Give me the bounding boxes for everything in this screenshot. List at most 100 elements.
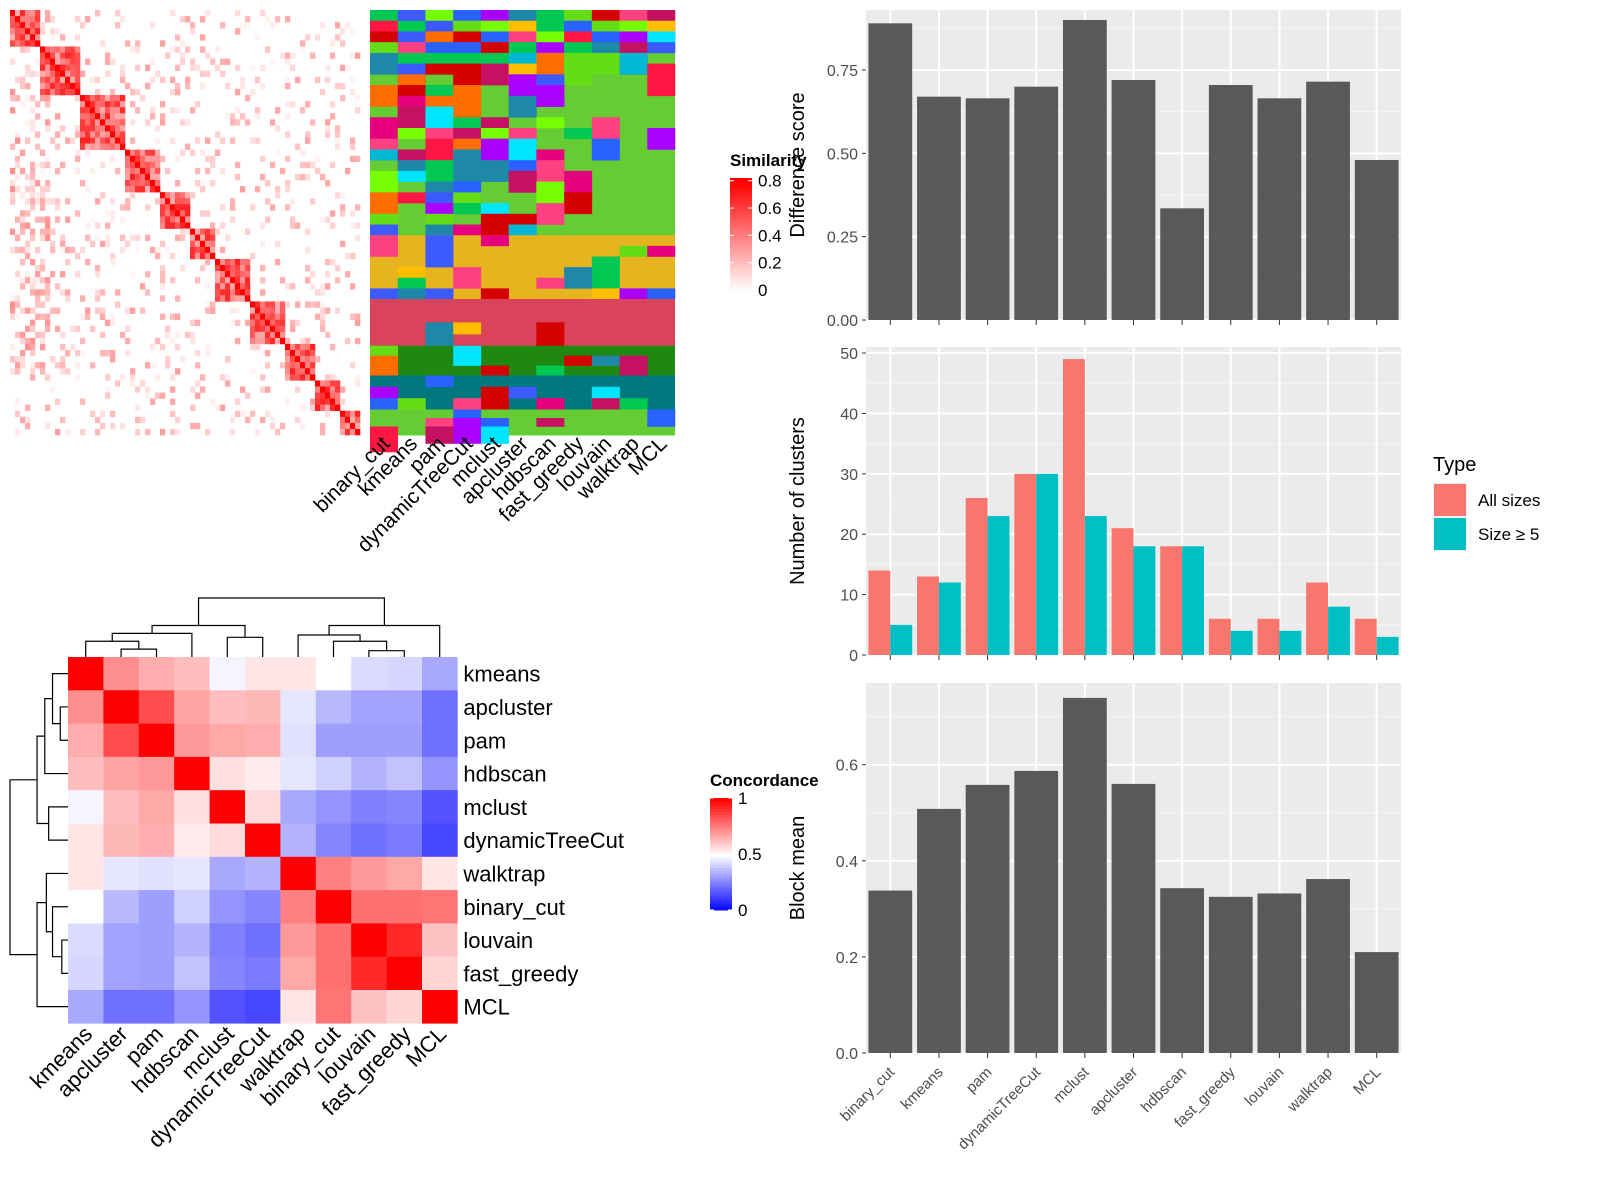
similarity-cell: [25, 416, 31, 424]
similarity-cell: [320, 422, 326, 430]
similarity-cell: [280, 167, 286, 175]
similarity-cell: [290, 374, 296, 381]
similarity-cell: [70, 58, 76, 65]
similarity-cell: [330, 101, 336, 108]
assignment-cell: [453, 192, 482, 204]
similarity-legend-step: [730, 228, 752, 232]
similarity-cell: [120, 234, 126, 242]
similarity-cell: [20, 10, 26, 17]
similarity-cell: [185, 82, 191, 90]
concordance-cell-apcluster-pam: [138, 690, 175, 724]
similarity-cell: [135, 46, 141, 53]
y-tick-label: 10: [840, 588, 858, 605]
similarity-cell: [85, 119, 91, 126]
similarity-cell: [190, 331, 196, 339]
row-dendrogram-branch: [59, 706, 68, 741]
concordance-legend-step: [710, 851, 732, 855]
bar-walktrap: [1306, 81, 1350, 320]
similarity-cell: [190, 319, 196, 327]
similarity-cell: [135, 234, 141, 242]
similarity-cell: [350, 313, 356, 320]
similarity-cell: [75, 88, 81, 96]
similarity-cell: [30, 228, 36, 235]
similarity-cell: [80, 143, 86, 150]
similarity-legend-step: [730, 273, 752, 277]
similarity-cell: [325, 119, 331, 126]
concordance-legend-step: [710, 803, 732, 807]
concordance-cell-walktrap-fast_greedy: [386, 856, 423, 891]
similarity-cell: [50, 58, 56, 65]
similarity-cell: [225, 356, 231, 363]
similarity-cell: [195, 422, 201, 430]
concordance-cell-louvain-walktrap: [280, 923, 317, 957]
similarity-cell: [160, 210, 166, 217]
similarity-cell: [45, 58, 51, 65]
similarity-cell: [340, 95, 346, 102]
concordance-legend-step: [710, 809, 732, 813]
similarity-cell: [50, 70, 56, 78]
similarity-cell: [160, 40, 166, 47]
similarity-cell: [205, 428, 211, 436]
similarity-legend-step: [730, 211, 752, 215]
similarity-cell: [230, 271, 236, 278]
similarity-cell: [240, 258, 246, 266]
similarity-cell: [195, 64, 201, 72]
similarity-cell: [125, 325, 131, 333]
similarity-cell: [150, 58, 156, 65]
concordance-cell-hdbscan-walktrap: [280, 756, 317, 791]
similarity-cell: [65, 64, 71, 72]
similarity-cell: [260, 319, 266, 327]
bar-pam-size-ge-5: [987, 516, 1010, 655]
similarity-cell: [160, 198, 166, 205]
assignment-cell: [453, 322, 482, 335]
similarity-cell: [40, 88, 46, 96]
concordance-cell-pam-louvain: [351, 723, 387, 758]
similarity-cell: [80, 113, 86, 120]
similarity-cell: [235, 258, 241, 266]
similarity-cell: [270, 325, 276, 333]
similarity-cell: [45, 374, 51, 381]
similarity-cell: [70, 46, 76, 53]
concordance-cell-fast_greedy-fast_greedy: [386, 956, 423, 991]
similarity-cell: [80, 101, 86, 108]
similarity-cell: [330, 343, 336, 351]
concordance-cell-MCL-fast_greedy: [386, 990, 423, 1024]
concordance-cell-hdbscan-pam: [138, 756, 175, 791]
similarity-cell: [110, 113, 116, 120]
similarity-cell: [355, 155, 361, 163]
concordance-cell-apcluster-apcluster: [103, 690, 140, 724]
similarity-cell: [330, 210, 336, 217]
similarity-cell: [110, 131, 116, 138]
similarity-cell: [180, 16, 186, 23]
similarity-cell: [190, 386, 196, 393]
concordance-dendrograms: [9, 597, 441, 1008]
concordance-heatmap: [68, 657, 458, 1024]
similarity-cell: [240, 76, 246, 84]
similarity-cell: [120, 76, 126, 84]
similarity-cell: [145, 428, 151, 436]
concordance-cell-apcluster-binary_cut: [315, 690, 352, 724]
similarity-cell: [160, 101, 166, 108]
similarity-cell: [15, 362, 21, 369]
concordance-cell-kmeans-apcluster: [103, 657, 140, 691]
concordance-legend-step: [710, 834, 732, 838]
similarity-cell: [155, 392, 161, 399]
concordance-cell-louvain-kmeans: [68, 923, 104, 957]
similarity-cell: [30, 198, 36, 205]
similarity-cell: [280, 337, 286, 345]
concordance-legend-title: Concordance: [710, 771, 819, 790]
similarity-cell: [350, 410, 356, 418]
similarity-cell: [355, 107, 361, 114]
concordance-cell-kmeans-hdbscan: [174, 657, 210, 691]
similarity-cell: [50, 82, 56, 90]
similarity-cell: [255, 325, 261, 333]
similarity-cell: [260, 331, 266, 339]
similarity-cell: [175, 331, 181, 339]
concordance-cell-kmeans-kmeans: [68, 657, 104, 691]
similarity-cell: [335, 398, 341, 405]
similarity-cell: [180, 216, 186, 223]
similarity-cell: [290, 198, 296, 205]
concordance-legend-step: [710, 856, 732, 861]
similarity-cell: [105, 131, 111, 138]
similarity-cell: [180, 52, 186, 59]
